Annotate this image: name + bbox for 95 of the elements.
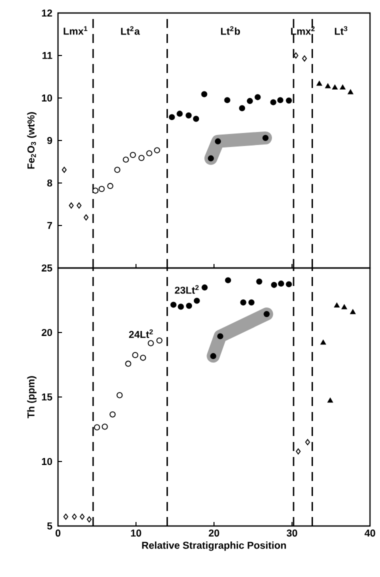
annotation: Lt$^{2}$a (121, 26, 140, 35)
point (168, 114, 175, 120)
point (214, 138, 221, 144)
y-tick-label: 5 (47, 522, 52, 530)
point (132, 352, 138, 358)
point (328, 398, 333, 403)
point (262, 134, 269, 141)
point (270, 99, 276, 106)
point (202, 284, 208, 291)
point (224, 277, 232, 284)
point (193, 116, 200, 122)
point (114, 166, 120, 173)
y-tick-label: 10 (42, 458, 52, 466)
y-axis-title: Fe$_{2}$O$_{3}$ (wt%) (27, 112, 36, 169)
point (80, 514, 85, 520)
point (340, 84, 346, 90)
y-tick-label: 12 (42, 10, 52, 16)
annotation: Lt$^{3}$ (334, 26, 348, 35)
point (98, 186, 105, 192)
point (210, 353, 216, 360)
point (110, 411, 116, 418)
point (302, 55, 307, 62)
y-tick-label: 10 (42, 94, 52, 102)
y-tick-label: 11 (42, 52, 52, 59)
point (170, 302, 176, 308)
x-tick-label: 20 (208, 530, 220, 537)
point (286, 97, 292, 104)
point (86, 516, 92, 522)
point (176, 110, 183, 117)
point (116, 392, 123, 398)
point (92, 188, 98, 194)
x-tick-label: 0 (56, 530, 60, 537)
point (246, 98, 253, 104)
annotation: 23Lt$^{2}$ (174, 285, 199, 294)
annotation: Lt$^{2}$b (221, 26, 240, 35)
point (286, 281, 292, 288)
point (248, 299, 254, 306)
point (239, 105, 246, 112)
point (316, 80, 322, 86)
point (72, 514, 77, 520)
point (208, 155, 214, 162)
point (122, 156, 129, 163)
point (186, 302, 192, 309)
y-tick-label: 20 (42, 328, 52, 336)
point (305, 439, 310, 446)
point (63, 514, 68, 520)
annotation: Lmx$^{1}$ (64, 26, 88, 35)
x-tick-label: 10 (131, 530, 142, 537)
y-axis-title: Th (ppm) (27, 376, 36, 418)
x-tick-label: 30 (286, 530, 298, 537)
point (62, 166, 67, 173)
x-tick-label: 40 (364, 530, 376, 537)
point (254, 94, 261, 100)
point (348, 89, 354, 94)
point (107, 182, 114, 190)
point (68, 202, 74, 209)
point (350, 309, 356, 314)
x-axis-title: Relative Stratigraphic Position (142, 541, 286, 551)
point (154, 147, 160, 154)
y-tick-label: 9 (47, 136, 52, 144)
point (271, 282, 278, 288)
point (125, 360, 132, 367)
point (320, 340, 326, 345)
y-tick-label: 25 (42, 264, 52, 272)
point (146, 150, 152, 156)
point (156, 337, 162, 344)
point (278, 280, 284, 287)
point (296, 448, 301, 454)
point (201, 91, 208, 98)
point (334, 302, 340, 308)
point (130, 152, 136, 158)
point (256, 278, 262, 285)
point (186, 112, 192, 118)
point (224, 97, 230, 104)
y-tick-label: 7 (47, 222, 52, 229)
y-tick-label: 15 (42, 394, 52, 400)
point (194, 298, 200, 304)
point (240, 299, 246, 306)
point (277, 97, 284, 104)
point (102, 424, 108, 430)
point (94, 424, 100, 430)
point (264, 311, 270, 318)
point (332, 84, 338, 90)
point (84, 214, 88, 220)
point (138, 154, 145, 161)
y-tick-label: 8 (47, 179, 52, 187)
point (178, 304, 184, 310)
point (76, 202, 82, 209)
point (140, 354, 146, 361)
point (217, 333, 224, 340)
point (342, 304, 347, 310)
point (294, 52, 298, 59)
annotation: 24Lt$^{2}$ (129, 329, 153, 338)
point (325, 83, 331, 88)
point (148, 340, 154, 346)
